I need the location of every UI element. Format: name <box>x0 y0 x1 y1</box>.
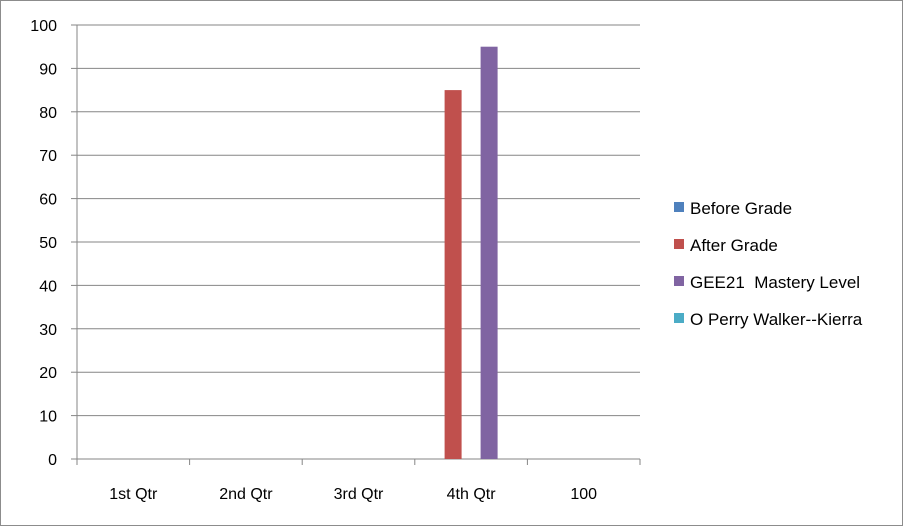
legend-label: After Grade <box>690 236 778 255</box>
legend-label: O Perry Walker--Kierra <box>690 310 863 329</box>
y-tick-label: 90 <box>39 61 57 78</box>
y-tick-label: 100 <box>30 18 57 35</box>
legend-swatch <box>674 313 684 323</box>
y-tick-label: 50 <box>39 235 57 252</box>
y-tick-label: 70 <box>39 148 57 165</box>
legend: Before Grade After Grade GEE21 Mastery Lev… <box>674 199 863 329</box>
legend-swatch <box>674 239 684 249</box>
axes <box>71 24 641 465</box>
bar-after-grade-4th-qtr <box>444 90 462 459</box>
x-tick-label: 3rd Qtr <box>334 486 384 503</box>
y-axis-tick-labels: 0 10 20 30 40 50 60 70 80 90 100 <box>30 18 57 469</box>
legend-label: GEE21 Mastery Level <box>690 273 860 292</box>
x-tick-label: 100 <box>570 486 597 503</box>
gridlines <box>77 24 640 417</box>
x-tick-label: 2nd Qtr <box>219 486 273 503</box>
y-tick-label: 20 <box>39 365 57 382</box>
x-axis-tick-labels: 1st Qtr 2nd Qtr 3rd Qtr 4th Qtr 100 <box>109 486 597 503</box>
x-tick-label: 1st Qtr <box>109 486 158 503</box>
y-tick-label: 60 <box>39 192 57 209</box>
bars <box>444 46 498 459</box>
y-tick-label: 0 <box>48 452 57 469</box>
legend-label: Before Grade <box>690 199 792 218</box>
y-tick-label: 30 <box>39 322 57 339</box>
y-tick-label: 10 <box>39 409 57 426</box>
bar-gee21-mastery-level-4th-qtr <box>480 46 498 459</box>
y-tick-label: 40 <box>39 278 57 295</box>
legend-swatch <box>674 276 684 286</box>
legend-swatch <box>674 202 684 212</box>
y-tick-label: 80 <box>39 105 57 122</box>
x-tick-label: 4th Qtr <box>447 486 497 503</box>
